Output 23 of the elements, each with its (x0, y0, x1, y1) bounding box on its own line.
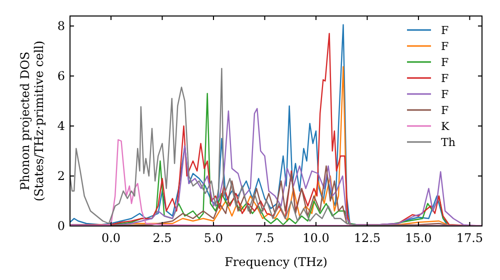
y-tick-label: 0 (57, 219, 65, 234)
x-tick-label: 10.0 (302, 231, 330, 245)
x-tick-label: 7.5 (255, 231, 274, 245)
x-tick-label: 15.0 (405, 231, 432, 245)
y-axis-title: Phonon projected DOS (States/THz·primitive cell) (18, 40, 46, 202)
y-tick-label: 8 (57, 19, 65, 34)
x-tick-label: 5.0 (204, 231, 224, 245)
legend-label: F (441, 56, 449, 69)
legend-label: F (441, 40, 449, 53)
x-axis-title: Frequency (THz) (224, 255, 328, 269)
x-tick-label: 12.5 (354, 231, 381, 245)
x-tick-label: 0.0 (101, 231, 121, 245)
legend-label: K (441, 120, 450, 133)
y-tick-label: 6 (57, 69, 65, 84)
y-tick-label: 4 (57, 119, 66, 134)
legend-label: F (441, 88, 449, 101)
legend-label: Th (441, 136, 456, 149)
legend-label: F (441, 104, 449, 117)
y-tick-label: 2 (57, 169, 65, 184)
legend-label: F (441, 24, 449, 37)
x-tick-label: 2.5 (152, 231, 172, 245)
legend-label: F (441, 72, 449, 85)
x-tick-label: 17.5 (456, 231, 484, 245)
